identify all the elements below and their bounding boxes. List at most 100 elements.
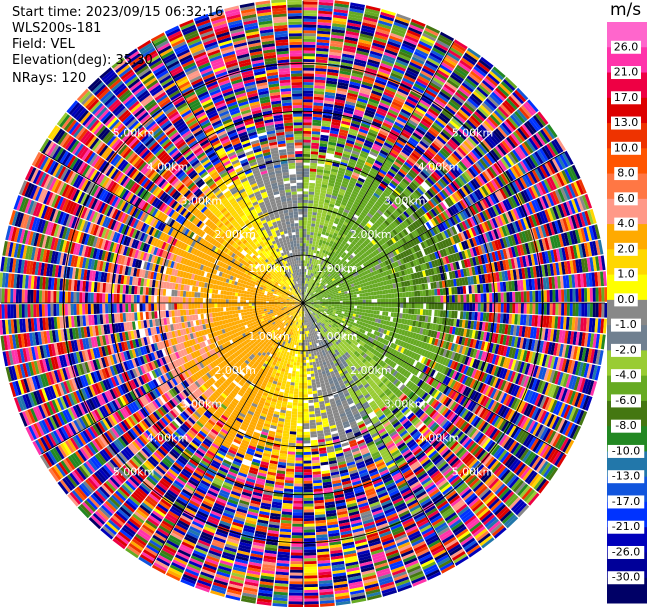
range-gate (353, 111, 364, 118)
range-gate (387, 153, 397, 161)
range-gate (466, 303, 470, 312)
range-gate (402, 77, 415, 86)
range-gate (336, 254, 341, 259)
range-gate (332, 241, 338, 246)
range-gate (380, 11, 395, 19)
range-gate (429, 105, 441, 115)
range-gate (316, 269, 320, 273)
range-gate (352, 171, 360, 178)
range-gate (578, 303, 582, 317)
range-gate (367, 188, 375, 195)
range-gate (348, 238, 354, 243)
range-gate (353, 64, 366, 70)
range-gate (309, 258, 313, 262)
range-gate (330, 171, 338, 176)
range-gate (342, 153, 351, 159)
range-gate (359, 299, 363, 303)
range-gate (328, 138, 337, 143)
range-gate (412, 111, 423, 120)
range-gate (465, 99, 477, 111)
range-gate (348, 13, 363, 20)
range-gate (445, 54, 459, 64)
range-gate (395, 187, 403, 194)
range-gate (398, 113, 409, 122)
range-gate (308, 284, 310, 288)
range-gate (535, 303, 539, 315)
range-gate (336, 301, 340, 303)
range-gate (324, 220, 330, 225)
range-gate (315, 285, 319, 289)
range-gate (327, 147, 336, 152)
range-gate (362, 182, 370, 189)
range-gate (352, 147, 361, 153)
range-gate (424, 133, 435, 142)
range-gate (331, 213, 337, 218)
range-gate (489, 70, 502, 83)
range-gate (444, 105, 456, 115)
range-gate (425, 24, 441, 34)
range-gate (390, 180, 399, 187)
range-gate (372, 118, 383, 125)
range-gate (426, 303, 430, 310)
range-gate (314, 247, 318, 251)
range-gate (368, 186, 376, 193)
range-gate (356, 50, 369, 56)
range-gate (306, 275, 309, 279)
range-gate (361, 24, 376, 31)
range-gate (394, 293, 398, 298)
range-gate (321, 184, 328, 189)
range-gate (367, 292, 372, 296)
range-gate (451, 96, 463, 107)
range-gate (357, 41, 372, 48)
range-gate (351, 300, 355, 303)
range-gate (389, 75, 402, 83)
range-gate (490, 68, 504, 81)
range-gate (319, 146, 328, 150)
range-gate (313, 235, 317, 239)
range-gate (330, 127, 340, 132)
range-gate (434, 309, 438, 317)
range-gate (303, 294, 305, 298)
range-gate (351, 226, 357, 232)
range-gate (578, 288, 582, 302)
range-gate (327, 273, 332, 277)
range-gate (332, 235, 337, 240)
range-gate (342, 112, 353, 118)
range-gate (357, 131, 368, 137)
range-gate (375, 31, 389, 38)
range-gate (331, 269, 336, 273)
range-gate (349, 8, 364, 14)
range-gate (304, 295, 306, 298)
range-gate (303, 73, 315, 77)
range-gate (451, 295, 455, 303)
range-gate (307, 293, 310, 297)
range-gate (308, 278, 311, 282)
range-gate (307, 208, 313, 212)
range-gate (309, 269, 312, 273)
range-gate (373, 81, 386, 89)
range-gate (333, 14, 348, 20)
range-gate (323, 108, 333, 114)
range-gate (333, 11, 348, 17)
range-gate (427, 84, 440, 93)
range-gate (314, 271, 317, 275)
range-gate (456, 64, 470, 75)
range-gate (308, 251, 311, 256)
range-gate (411, 56, 425, 65)
range-gate (348, 182, 355, 188)
range-gate (313, 108, 323, 112)
range-gate (449, 120, 460, 130)
range-gate (318, 149, 327, 153)
range-gate (316, 44, 329, 49)
range-gate (304, 292, 306, 296)
range-gate (408, 93, 420, 102)
range-gate (360, 221, 366, 228)
range-gate (434, 303, 438, 310)
range-gate (321, 123, 331, 128)
range-gate (321, 275, 325, 279)
range-gate (341, 198, 349, 204)
range-gate (365, 158, 375, 165)
range-gate (310, 285, 313, 289)
range-gate (446, 103, 458, 113)
range-gate (374, 33, 388, 41)
